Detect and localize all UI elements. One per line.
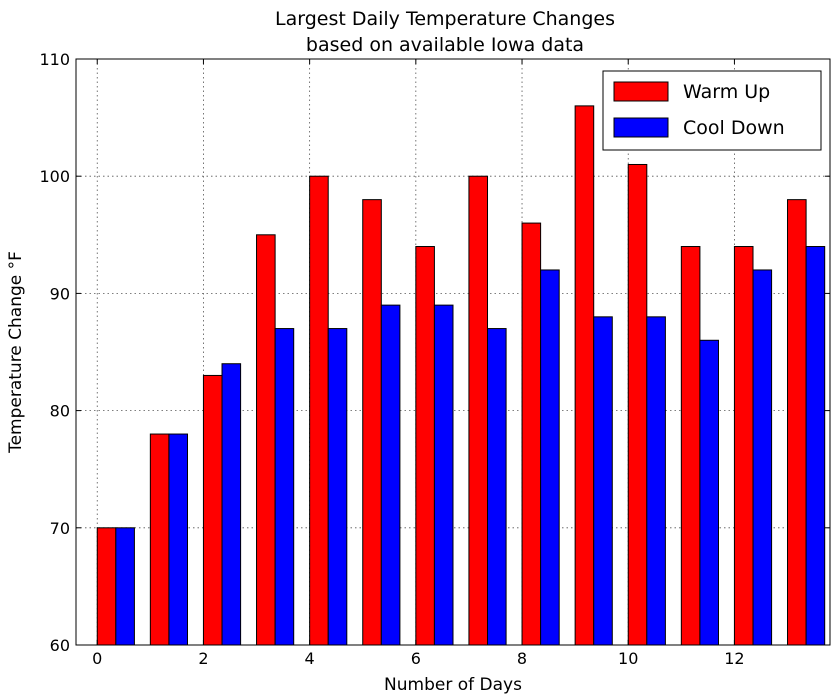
x-tick-label: 2 xyxy=(198,649,208,668)
x-axis-label: Number of Days xyxy=(384,675,522,695)
bar-cool-down xyxy=(433,304,454,646)
bar-warm-up xyxy=(521,222,542,646)
bar-cool-down xyxy=(752,269,773,646)
bar-warm-up xyxy=(574,105,595,646)
bar-warm-up xyxy=(415,246,435,646)
bar-warm-up xyxy=(787,199,807,646)
bar-warm-up xyxy=(680,246,701,646)
axis-ticks: 60 70 80 90 100 110 0 2 4 6 8 10 12 xyxy=(39,50,830,668)
bar-cool-down xyxy=(593,316,613,646)
bar-warm-up xyxy=(309,175,329,646)
chart-title: Largest Daily Temperature Changes xyxy=(275,8,615,30)
plot-frame xyxy=(75,58,831,646)
bar-warm-up xyxy=(202,374,223,646)
bar-cool-down xyxy=(540,269,560,646)
bar-cool-down xyxy=(221,363,242,646)
bar-cool-down xyxy=(380,304,401,646)
x-tick-label: 10 xyxy=(618,649,638,668)
bar-warm-up xyxy=(733,246,754,646)
y-tick-label: 100 xyxy=(39,167,70,186)
bar-cool-down xyxy=(699,339,719,646)
bar-warm-up xyxy=(627,163,648,646)
legend-label-warm-up: Warm Up xyxy=(683,81,770,103)
bar-warm-up xyxy=(468,175,489,646)
legend: Warm Up Cool Down xyxy=(602,70,822,151)
y-tick-label: 90 xyxy=(50,284,70,303)
y-tick-label: 70 xyxy=(50,519,70,538)
y-tick-label: 110 xyxy=(39,50,70,69)
y-tick-label: 60 xyxy=(50,636,70,655)
legend-swatch-cool-down xyxy=(613,117,669,138)
bar-cool-down xyxy=(115,527,135,646)
x-tick-label: 12 xyxy=(724,649,744,668)
bars-group xyxy=(96,105,826,646)
bar-cool-down xyxy=(487,328,507,646)
x-tick-label: 8 xyxy=(517,649,527,668)
bar-warm-up xyxy=(96,527,117,646)
y-axis-label: Temperature Change °F xyxy=(6,251,26,454)
x-tick-label: 0 xyxy=(92,649,102,668)
legend-swatch-warm-up xyxy=(613,81,669,102)
bar-warm-up xyxy=(149,433,170,646)
y-tick-label: 80 xyxy=(50,402,70,421)
x-tick-label: 4 xyxy=(305,649,315,668)
bar-cool-down xyxy=(327,328,348,646)
legend-label-cool-down: Cool Down xyxy=(683,117,785,139)
bar-cool-down xyxy=(274,328,295,646)
bar-warm-up xyxy=(256,234,276,646)
x-tick-label: 6 xyxy=(411,649,421,668)
bar-warm-up xyxy=(362,199,382,646)
bar-cool-down xyxy=(805,246,826,646)
chart-subtitle: based on available Iowa data xyxy=(306,34,584,56)
bar-cool-down xyxy=(646,316,666,646)
bar-cool-down xyxy=(168,433,189,646)
